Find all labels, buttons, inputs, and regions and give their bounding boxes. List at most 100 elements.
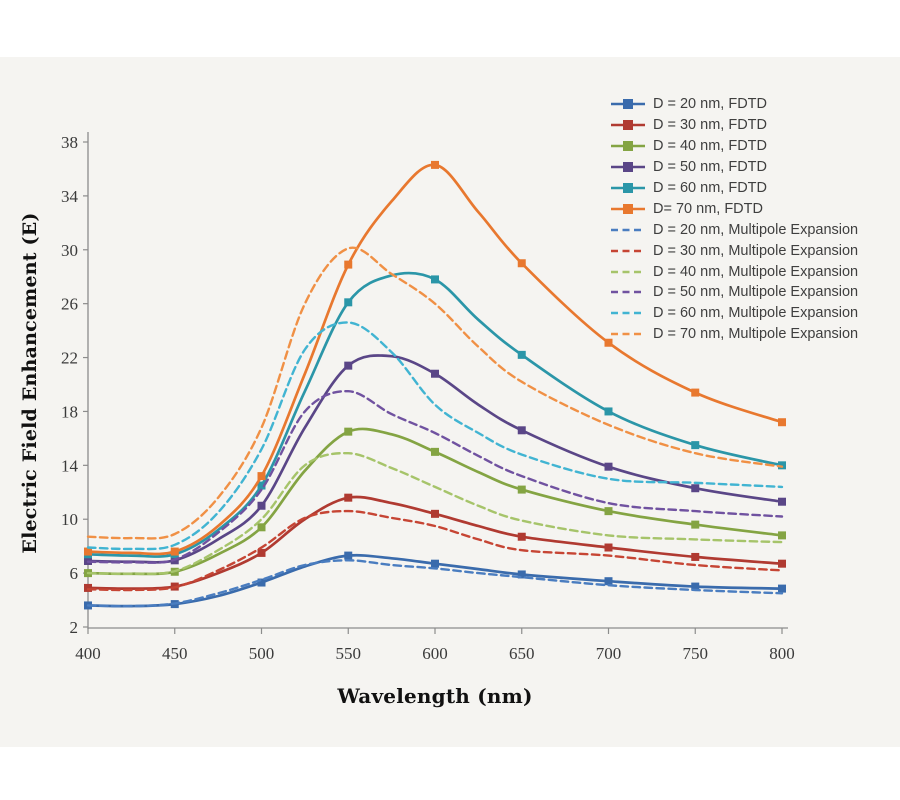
series-marker — [84, 547, 92, 556]
series-line — [86, 389, 784, 564]
series-marker — [517, 485, 526, 494]
y-axis-title: Electric Field Enhancement (E) — [19, 212, 41, 554]
x-tick-label: 750 — [683, 644, 709, 663]
series-line — [86, 246, 784, 540]
series-marker — [257, 481, 266, 490]
series-marker — [257, 548, 266, 557]
legend-label: D = 40 nm, FDTD — [653, 138, 768, 155]
legend-item: D = 20 nm, FDTD — [611, 94, 858, 115]
series-marker — [257, 578, 266, 587]
series-marker — [604, 462, 613, 471]
series-marker — [170, 547, 179, 556]
legend-item: D = 50 nm, FDTD — [611, 157, 858, 178]
x-tick-label: 800 — [769, 644, 795, 663]
series-marker — [778, 559, 786, 568]
series-line — [86, 559, 784, 608]
series-marker — [344, 260, 353, 269]
legend-item: D = 40 nm, Multipole Expansion — [611, 261, 858, 282]
series-marker — [431, 509, 439, 518]
series-marker — [431, 559, 439, 568]
legend-label: D = 70 nm, Multipole Expansion — [653, 326, 859, 343]
series-marker — [431, 160, 439, 169]
series-marker — [431, 275, 439, 284]
series-marker — [778, 497, 786, 506]
legend: D = 20 nm, FDTD D = 30 nm, FDTD D = 40 nm,… — [611, 94, 858, 345]
legend-swatch-dashed-line — [611, 249, 645, 252]
legend-label: D = 60 nm, Multipole Expansion — [653, 305, 859, 322]
series-line — [86, 509, 784, 592]
series-marker — [691, 388, 700, 397]
legend-swatch-line-marker — [611, 120, 645, 131]
series-marker — [691, 552, 700, 561]
series-marker — [691, 484, 700, 493]
legend-swatch-dashed-line — [611, 291, 645, 294]
legend-item: D = 40 nm, FDTD — [611, 136, 858, 157]
legend-swatch-line-marker — [611, 99, 645, 110]
series-marker — [257, 523, 266, 532]
x-tick-label: 400 — [75, 644, 101, 663]
series-marker — [604, 507, 613, 516]
series-marker — [344, 493, 353, 502]
legend-item: D = 60 nm, Multipole Expansion — [611, 303, 858, 324]
series-marker — [517, 259, 526, 268]
y-tick-label: 18 — [61, 402, 78, 421]
series-marker — [517, 532, 526, 541]
legend-swatch-line-marker — [611, 183, 645, 193]
legend-label: D = 40 nm, Multipole Expansion — [653, 263, 859, 280]
series-marker — [344, 427, 353, 436]
legend-swatch-dashed-line — [611, 312, 645, 315]
legend-label: D= 70 nm, FDTD — [653, 200, 763, 217]
y-tick-label: 14 — [61, 456, 79, 475]
series-marker — [257, 472, 266, 481]
series-marker — [778, 418, 786, 427]
legend-item: D= 70 nm, FDTD — [611, 198, 858, 219]
legend-item: D = 20 nm, Multipole Expansion — [611, 219, 858, 240]
series-marker — [604, 407, 613, 416]
legend-label: D = 20 nm, Multipole Expansion — [653, 221, 859, 238]
series-marker — [431, 447, 439, 456]
legend-swatch-line-marker — [611, 162, 645, 173]
legend-item: D = 70 nm, Multipole Expansion — [611, 324, 858, 345]
series-marker — [604, 543, 613, 552]
x-tick-label: 500 — [249, 644, 275, 663]
series-marker — [778, 531, 786, 540]
y-tick-label: 34 — [61, 187, 79, 206]
legend-label: D = 60 nm, FDTD — [653, 180, 768, 196]
y-tick-label: 38 — [61, 133, 78, 152]
legend-item: D = 50 nm, Multipole Expansion — [611, 282, 858, 303]
legend-swatch-dashed-line — [611, 332, 645, 336]
legend-label: D = 50 nm, Multipole Expansion — [653, 284, 859, 301]
legend-item: D = 30 nm, FDTD — [611, 115, 858, 136]
series-line — [86, 354, 784, 564]
x-axis-title: Wavelength (nm) — [337, 684, 533, 708]
series-marker — [691, 441, 700, 450]
x-tick-label: 700 — [596, 644, 622, 663]
x-tick-label: 450 — [162, 644, 188, 663]
series-marker — [431, 369, 439, 378]
x-tick-label: 650 — [509, 644, 535, 663]
y-tick-label: 10 — [61, 510, 78, 529]
legend-label: D = 30 nm, Multipole Expansion — [653, 242, 859, 259]
series-marker — [517, 350, 526, 359]
series-marker — [257, 501, 266, 510]
series-marker — [778, 584, 786, 593]
series-line — [86, 321, 784, 551]
series-marker — [691, 582, 700, 591]
legend-label: D = 30 nm, FDTD — [653, 117, 768, 134]
y-tick-label: 30 — [61, 241, 78, 260]
series-marker — [517, 426, 526, 435]
figure-background — [0, 57, 900, 747]
legend-swatch-dashed-line — [611, 270, 645, 273]
legend-swatch-dashed-line — [611, 228, 645, 232]
series-marker — [84, 583, 92, 592]
series-marker — [344, 298, 353, 307]
series-marker — [778, 461, 786, 470]
series-marker — [517, 570, 526, 579]
series-marker — [604, 577, 613, 586]
series-marker — [344, 361, 353, 370]
legend-item: D = 30 nm, Multipole Expansion — [611, 240, 858, 261]
series-marker — [604, 338, 613, 347]
y-tick-label: 26 — [61, 295, 78, 314]
